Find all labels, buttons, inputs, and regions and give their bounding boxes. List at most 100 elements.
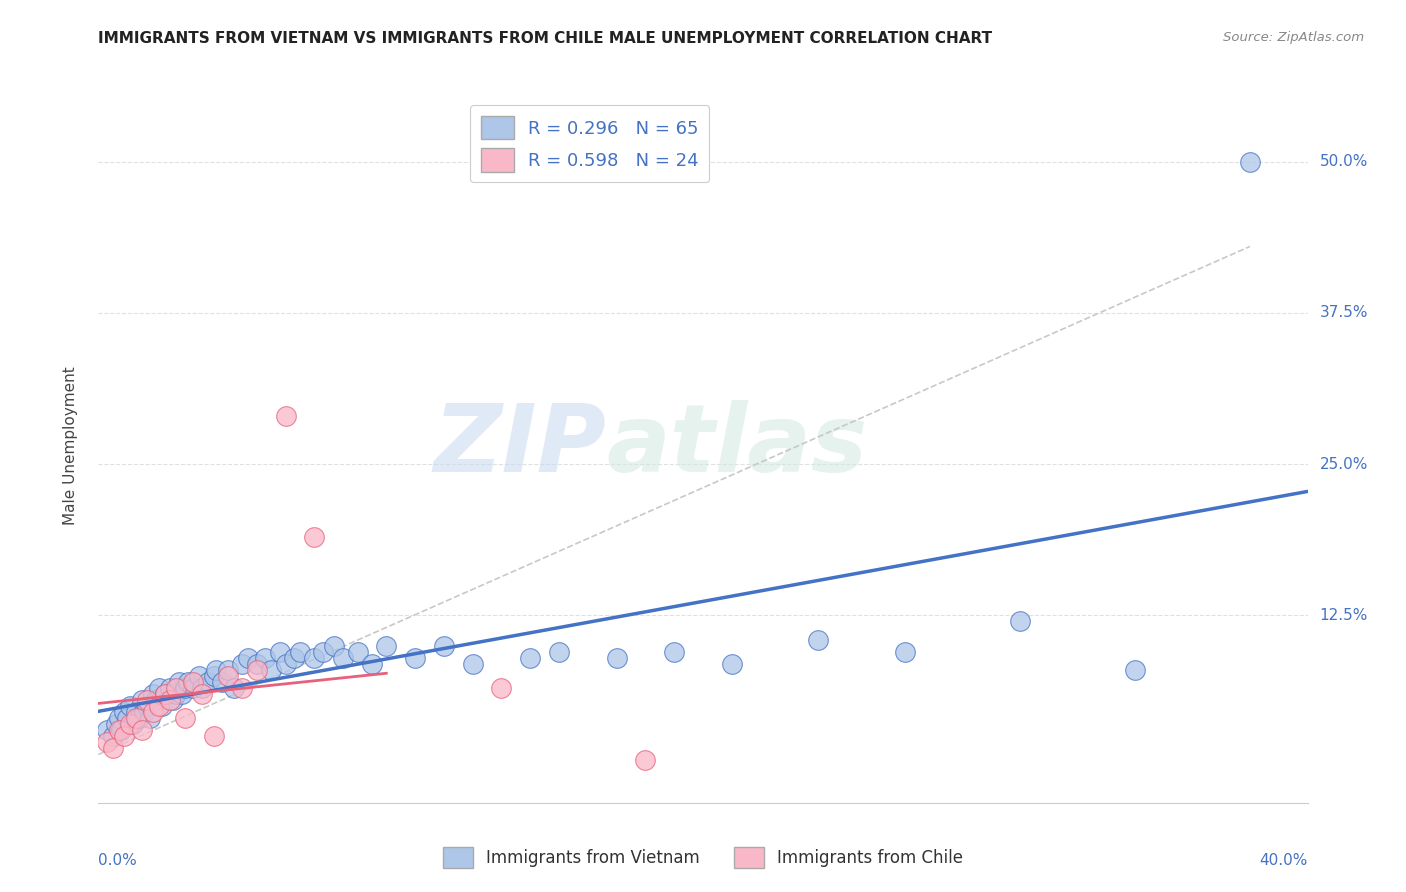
Point bbox=[361, 657, 384, 671]
Point bbox=[167, 674, 190, 689]
Text: 40.0%: 40.0% bbox=[1260, 853, 1308, 868]
Point bbox=[222, 681, 245, 695]
Point bbox=[274, 409, 297, 423]
Point bbox=[112, 705, 135, 719]
Point bbox=[115, 711, 138, 725]
Point bbox=[254, 650, 277, 665]
Point bbox=[217, 663, 239, 677]
Point bbox=[664, 645, 686, 659]
Point bbox=[236, 650, 259, 665]
Point bbox=[375, 639, 398, 653]
Text: ZIP: ZIP bbox=[433, 400, 606, 492]
Point bbox=[205, 663, 228, 677]
Text: atlas: atlas bbox=[606, 400, 868, 492]
Point bbox=[170, 687, 193, 701]
Point bbox=[148, 681, 170, 695]
Point bbox=[120, 717, 142, 731]
Point bbox=[269, 645, 291, 659]
Point bbox=[1123, 663, 1146, 677]
Point bbox=[1239, 154, 1261, 169]
Point bbox=[202, 729, 225, 743]
Point bbox=[283, 650, 305, 665]
Point bbox=[491, 681, 513, 695]
Point bbox=[260, 663, 283, 677]
Point bbox=[202, 669, 225, 683]
Point bbox=[165, 687, 187, 701]
Point bbox=[323, 639, 346, 653]
Point bbox=[107, 723, 129, 738]
Point bbox=[150, 699, 173, 714]
Point bbox=[162, 693, 184, 707]
Point bbox=[145, 693, 167, 707]
Point bbox=[548, 645, 571, 659]
Point bbox=[304, 530, 326, 544]
Point bbox=[125, 705, 148, 719]
Text: 25.0%: 25.0% bbox=[1320, 457, 1368, 472]
Point bbox=[142, 687, 165, 701]
Point bbox=[197, 674, 219, 689]
Point bbox=[96, 723, 118, 738]
Point bbox=[96, 735, 118, 749]
Point bbox=[173, 711, 195, 725]
Point bbox=[274, 657, 297, 671]
Text: 50.0%: 50.0% bbox=[1320, 154, 1368, 169]
Point bbox=[191, 681, 214, 695]
Point bbox=[104, 717, 127, 731]
Point bbox=[893, 645, 915, 659]
Point bbox=[433, 639, 456, 653]
Point bbox=[120, 699, 142, 714]
Point bbox=[461, 657, 484, 671]
Point bbox=[153, 687, 176, 701]
Text: Source: ZipAtlas.com: Source: ZipAtlas.com bbox=[1223, 31, 1364, 45]
Point bbox=[131, 693, 153, 707]
Point bbox=[231, 657, 253, 671]
Legend: Immigrants from Vietnam, Immigrants from Chile: Immigrants from Vietnam, Immigrants from… bbox=[434, 838, 972, 877]
Point bbox=[188, 669, 211, 683]
Point bbox=[107, 711, 129, 725]
Point bbox=[148, 699, 170, 714]
Point bbox=[183, 681, 205, 695]
Point bbox=[231, 681, 253, 695]
Text: 0.0%: 0.0% bbox=[98, 853, 138, 868]
Point bbox=[288, 645, 311, 659]
Point bbox=[312, 645, 335, 659]
Point bbox=[211, 674, 233, 689]
Point bbox=[404, 650, 426, 665]
Point bbox=[112, 729, 135, 743]
Point bbox=[136, 699, 159, 714]
Point bbox=[131, 723, 153, 738]
Point bbox=[153, 687, 176, 701]
Point bbox=[519, 650, 541, 665]
Point bbox=[720, 657, 742, 671]
Point bbox=[346, 645, 368, 659]
Point bbox=[110, 723, 132, 738]
Point bbox=[304, 650, 326, 665]
Point bbox=[139, 711, 162, 725]
Point bbox=[246, 663, 269, 677]
Point bbox=[128, 711, 150, 725]
Point bbox=[217, 669, 239, 683]
Point bbox=[159, 693, 181, 707]
Point bbox=[165, 681, 187, 695]
Text: 12.5%: 12.5% bbox=[1320, 607, 1368, 623]
Point bbox=[183, 674, 205, 689]
Point bbox=[191, 687, 214, 701]
Point bbox=[173, 681, 195, 695]
Point bbox=[122, 717, 145, 731]
Y-axis label: Male Unemployment: Male Unemployment bbox=[63, 367, 77, 525]
Point bbox=[142, 705, 165, 719]
Point bbox=[807, 632, 830, 647]
Text: 37.5%: 37.5% bbox=[1320, 305, 1368, 320]
Text: IMMIGRANTS FROM VIETNAM VS IMMIGRANTS FROM CHILE MALE UNEMPLOYMENT CORRELATION C: IMMIGRANTS FROM VIETNAM VS IMMIGRANTS FR… bbox=[98, 31, 993, 46]
Point bbox=[606, 650, 628, 665]
Point bbox=[159, 681, 181, 695]
Point bbox=[176, 674, 198, 689]
Point bbox=[101, 729, 124, 743]
Point bbox=[136, 693, 159, 707]
Point bbox=[332, 650, 354, 665]
Point bbox=[634, 754, 657, 768]
Point bbox=[125, 711, 148, 725]
Point bbox=[134, 705, 156, 719]
Point bbox=[246, 657, 269, 671]
Point bbox=[101, 741, 124, 756]
